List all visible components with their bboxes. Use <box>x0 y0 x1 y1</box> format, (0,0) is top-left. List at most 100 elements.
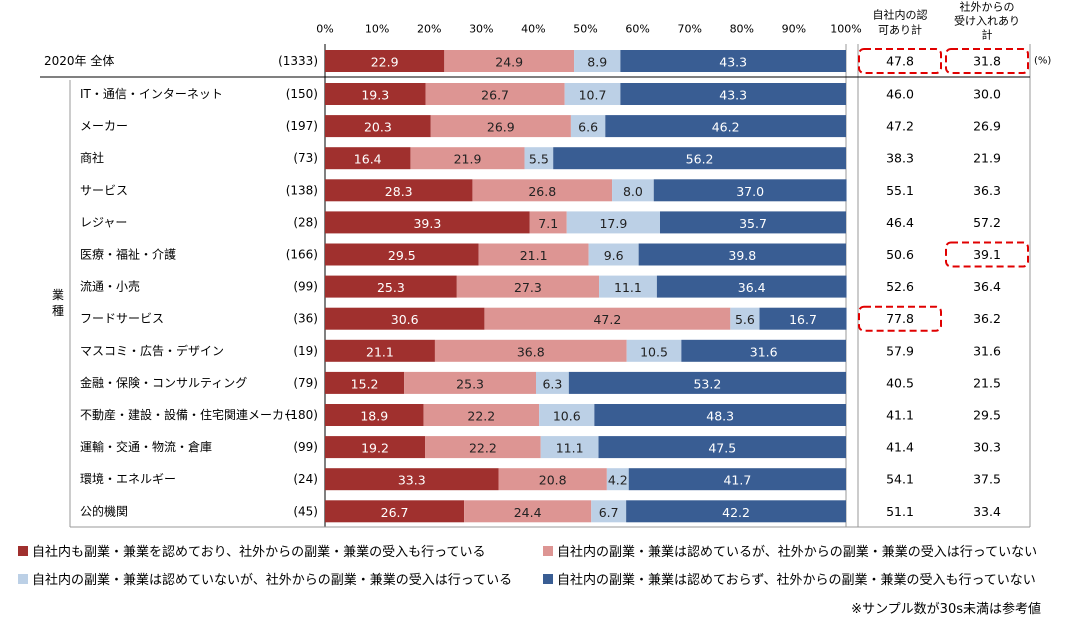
data-label: 9.6 <box>604 248 624 263</box>
category-label: レジャー <box>80 215 127 229</box>
legend-swatch <box>543 545 553 556</box>
accept-total-value: 36.4 <box>973 279 1001 294</box>
accept-total-value: 21.9 <box>973 151 1001 166</box>
bar-segment <box>325 339 435 362</box>
category-label: メーカー <box>80 119 128 133</box>
approve-total-value: 41.4 <box>886 440 914 455</box>
bar-segment <box>325 371 405 394</box>
data-label: 16.4 <box>354 152 382 167</box>
bar-segment <box>759 307 847 330</box>
data-label: 20.3 <box>364 120 392 135</box>
column-header-approve: 可あり計 <box>878 23 922 37</box>
bar-segment <box>570 115 606 138</box>
data-label: 24.4 <box>514 505 542 520</box>
approve-total-value: 52.6 <box>886 279 914 294</box>
data-label: 47.5 <box>708 441 736 456</box>
legend-label: 自社内も副業・兼業を認めており、社外からの副業・兼業の受入も行っている <box>32 545 486 560</box>
data-label: 35.7 <box>739 216 767 231</box>
approve-total-value: 47.2 <box>886 119 914 134</box>
data-label: 5.5 <box>529 152 549 167</box>
accept-total-value: 30.0 <box>973 87 1001 102</box>
legend-item-series-3: 自社内の副業・兼業は認めていないが、社外からの副業・兼業の受入は行っている <box>18 569 512 588</box>
bar-segment <box>574 50 621 72</box>
data-label: 21.1 <box>520 248 548 263</box>
x-tick-label: 50% <box>573 23 597 36</box>
data-label: 22.9 <box>371 55 399 70</box>
data-label: 36.4 <box>738 280 766 295</box>
bar-segment <box>660 211 846 234</box>
highlight-box <box>858 305 942 332</box>
data-label: 31.6 <box>750 344 778 359</box>
bar-segment <box>598 436 846 459</box>
approve-total-value: 41.1 <box>886 408 914 423</box>
accept-total-value: 29.5 <box>973 408 1001 423</box>
accept-total-value: 31.6 <box>973 343 1001 358</box>
bar-segment <box>568 371 846 394</box>
data-label: 16.7 <box>789 312 817 327</box>
x-tick-label: 0% <box>316 23 333 36</box>
data-label: 19.2 <box>361 441 389 456</box>
bar-segment <box>498 468 607 491</box>
category-label: フードサービス <box>80 312 164 326</box>
bar-segment <box>325 147 411 170</box>
bar-segment <box>325 243 479 266</box>
bar-segment <box>628 468 846 491</box>
data-label: 37.0 <box>736 184 764 199</box>
approve-total-value: 50.6 <box>886 247 914 262</box>
bar-segment <box>472 179 613 202</box>
bar-segment <box>620 83 846 105</box>
category-label: マスコミ・広告・デザイン <box>80 343 224 358</box>
sample-size-label: (79) <box>293 376 318 390</box>
data-label: 25.3 <box>377 280 405 295</box>
x-tick-label: 70% <box>677 23 701 36</box>
data-label: 48.3 <box>706 409 734 424</box>
data-label: 41.7 <box>723 473 751 488</box>
sample-size-label: (73) <box>293 151 318 165</box>
x-tick-label: 20% <box>417 23 441 36</box>
data-label: 36.8 <box>517 344 545 359</box>
bar-segment <box>612 179 654 202</box>
sample-size-label: (19) <box>293 344 318 358</box>
data-label: 8.9 <box>587 55 607 70</box>
category-label: 公的機関 <box>80 503 128 518</box>
data-label: 29.5 <box>388 248 416 263</box>
legend-label: 自社内の副業・兼業は認めていないが、社外からの副業・兼業の受入は行っている <box>32 573 513 588</box>
category-label: 流通・小売 <box>80 279 140 294</box>
sample-size-label: (1333) <box>278 54 318 68</box>
bar-segment <box>605 115 846 138</box>
bar-segment <box>325 275 457 298</box>
bar-segment <box>620 50 846 72</box>
data-label: 10.7 <box>579 88 607 103</box>
sample-size-label: (45) <box>293 504 318 518</box>
data-label: 26.7 <box>481 88 509 103</box>
sample-size-label: (36) <box>293 312 318 326</box>
legend-label: 自社内の副業・兼業は認めているが、社外からの副業・兼業の受入は行っていない <box>557 545 1038 560</box>
bar-segment <box>553 147 846 170</box>
data-label: 6.6 <box>578 120 598 135</box>
bar-segment <box>404 371 537 394</box>
data-label: 11.1 <box>556 441 584 456</box>
data-label: 42.2 <box>722 505 750 520</box>
highlight-box <box>945 241 1029 268</box>
sample-size-label: (197) <box>286 119 318 133</box>
approve-total-value: 51.1 <box>886 504 914 519</box>
bar-segment <box>681 339 846 362</box>
bar-segment <box>606 468 629 491</box>
bar-segment <box>540 436 599 459</box>
bar-segment <box>566 211 661 234</box>
bar-segment <box>599 275 657 298</box>
data-label: 6.3 <box>542 376 562 391</box>
bar-segment <box>325 500 465 523</box>
sample-size-label: (99) <box>293 280 318 294</box>
category-label: 運輸・交通・物流・倉庫 <box>80 439 212 454</box>
accept-total-value: 31.8 <box>973 54 1001 69</box>
accept-total-value: 26.9 <box>973 119 1001 134</box>
data-label: 56.2 <box>686 152 714 167</box>
legend-item-series-1: 自社内も副業・兼業を認めており、社外からの副業・兼業の受入も行っている <box>18 541 485 560</box>
bar-segment <box>434 339 627 362</box>
data-label: 39.3 <box>413 216 441 231</box>
data-label: 24.9 <box>495 55 523 70</box>
bar-segment <box>430 115 571 138</box>
bar-segment <box>529 211 567 234</box>
